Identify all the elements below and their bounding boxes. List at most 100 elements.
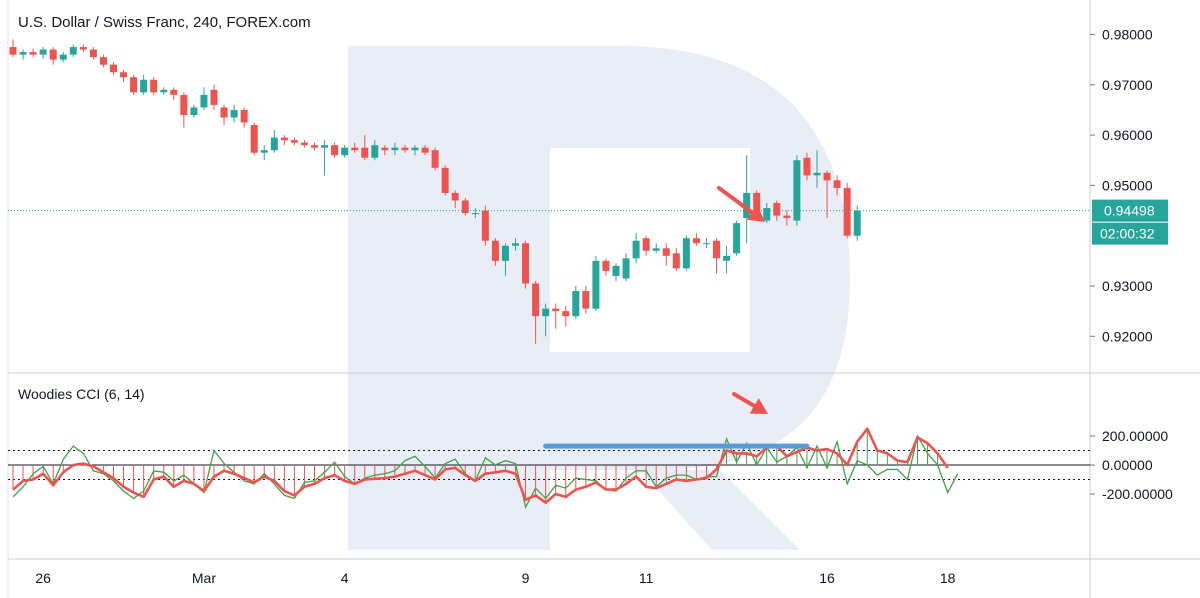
candle-body [622,258,630,279]
candle [793,155,801,226]
time-tick-label: 11 [639,570,654,586]
candle [331,142,339,158]
arrow-shaft [732,392,757,408]
candle-body [89,49,97,58]
candle [532,280,540,344]
candle [733,220,741,256]
candle [361,135,369,161]
candle [341,145,349,158]
last-price-label: 0.94498 02:00:32 [1092,199,1168,245]
candle-body [562,311,570,317]
candle [110,62,117,75]
candle-body [371,145,379,158]
candle-body [300,142,308,146]
candle-body [250,125,258,153]
candle [240,107,248,128]
candle [441,165,449,196]
candle [260,145,268,161]
candle [622,253,630,281]
candle-body [270,137,278,151]
candle-body [401,147,409,151]
candle [542,303,550,337]
watermark-logo [348,46,850,550]
candle-body [582,291,590,309]
candle-body [331,145,339,156]
candle-body [692,238,700,244]
countdown-value: 02:00:32 [1100,226,1155,242]
price-arrow [717,186,765,222]
candle-body [612,265,620,276]
candle [481,205,489,246]
candle-body [190,107,198,115]
candle [99,54,107,68]
candle [160,87,168,95]
candle-body [39,49,47,55]
candle [321,140,329,176]
candle [210,84,218,110]
time-tick-label: 4 [341,570,349,586]
candle-body [49,49,57,60]
candle-body [602,260,610,271]
candle [572,286,580,319]
candle-body [220,107,228,118]
candle-body [532,283,540,317]
candle [702,238,710,249]
candle-body [461,200,469,214]
candlestick-series [9,39,861,344]
time-tick-label: 26 [35,570,51,586]
candle-body [552,308,560,312]
candle-body [572,291,580,317]
candle-body [813,172,821,176]
indicator-title: Woodies CCI (6, 14) [18,386,145,402]
candle-body [431,150,439,168]
candle [230,104,238,123]
candle [833,175,841,196]
candle-body [160,89,168,93]
candle [59,52,67,63]
candle [813,150,821,188]
candle [451,190,459,209]
candle [381,145,389,156]
candle [411,145,419,156]
candle-body [110,64,117,73]
cci-tick-label: -200.00000 [1102,486,1173,502]
candle-body [632,240,640,259]
countdown-box [1092,222,1168,245]
arrow-shaft [717,186,755,215]
candle [280,135,288,146]
candle [290,137,298,146]
candle [582,286,590,314]
candle-body [853,210,861,236]
chart-frame [7,0,1200,598]
candle-body [652,248,660,251]
candle [431,147,439,171]
candle [69,44,77,58]
price-tick-label: 0.95000 [1102,177,1153,193]
candle-body [19,52,27,55]
candle-body [542,308,550,317]
candle [522,240,530,289]
cci-tick-label: 200.00000 [1102,428,1168,444]
candle [552,303,560,329]
candle-body [290,140,298,143]
cci-tick-label: 0.00000 [1102,457,1153,473]
candle [763,203,771,224]
candle-body [522,243,530,284]
candle-body [682,238,690,269]
candle [602,258,610,276]
candle-body [411,147,419,151]
candle-body [240,109,248,123]
candle-body [451,192,459,201]
candle [783,210,791,226]
cci-line [12,427,949,505]
candle [250,122,258,156]
candle-body [99,57,107,65]
candle-body [180,94,188,115]
candle [89,47,97,60]
candle-body [753,192,761,216]
arrow-head [749,398,768,414]
candle-body [843,187,851,236]
candle-body [743,192,751,219]
candle [592,255,600,312]
candle-body [69,47,77,55]
